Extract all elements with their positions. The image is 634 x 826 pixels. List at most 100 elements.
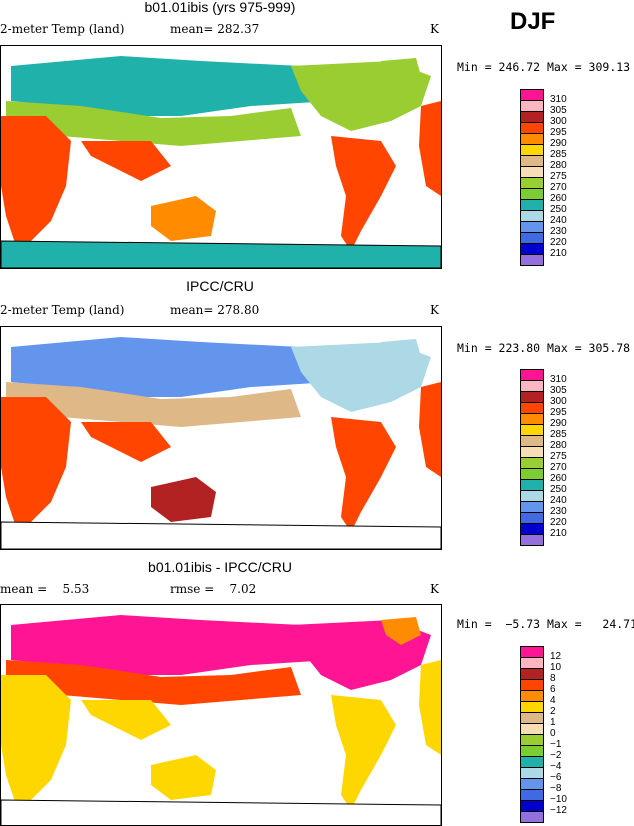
legend-label: 250 [550,204,567,215]
legend-label: 240 [550,215,567,226]
map-land-region [1,521,441,549]
map-land-region [1,397,71,527]
legend-label: −2 [550,750,562,761]
legend-label: 8 [550,673,556,684]
map-land-region [6,660,301,705]
map-land-region [151,755,216,800]
legend-label: 275 [550,451,567,462]
map-land-region [1,240,441,268]
legend-swatch [520,534,544,546]
legend-label: 6 [550,684,556,695]
legend-label: 300 [550,116,567,127]
panel1-title: b01.01ibis (yrs 975-999) [144,0,296,15]
panel3-rmse: rmse = 7.02 [170,582,257,596]
panel1-map-canvas [1,56,441,268]
legend-label: 240 [550,495,567,506]
map-land-region [1,675,71,805]
panel3-minmax: Min = −5.73 Max = 24.71 [457,617,634,631]
map-land-region [331,695,396,810]
legend-swatch [520,811,544,823]
legend-label: −4 [550,761,562,772]
legend-label: 270 [550,182,567,193]
legend-label: −6 [550,772,562,783]
map-land-region [381,617,421,645]
legend-label: 275 [550,171,567,182]
legend-label: −1 [550,739,562,750]
panel2-variable-label: 2-meter Temp (land) [0,303,125,317]
legend-label: 2 [550,706,556,717]
map-land-region [1,799,441,825]
map-land-region [6,382,301,427]
legend-label: 305 [550,385,567,396]
panel2-legend: 310 305 300 295 290 285 280 275 270 260 250 240 230 2… [520,369,630,546]
map-land-region [1,116,71,246]
legend-label: 310 [550,374,567,385]
map-land-region [81,422,171,462]
panel3-map-canvas [1,615,441,825]
legend-label: 230 [550,506,567,517]
legend-label: 4 [550,695,556,706]
map-land-region [331,417,396,532]
map-land-region [11,337,351,397]
panel2-title: IPCC/CRU [186,278,254,294]
legend-label: −12 [550,805,567,816]
panel2-map [0,326,442,550]
legend-label: 0 [550,728,556,739]
map-land-region [151,477,216,522]
panel1-mean: mean= 282.37 [170,22,260,36]
legend-label: 10 [550,662,562,673]
legend-label: 300 [550,396,567,407]
panel1-minmax: Min = 246.72 Max = 309.13 [457,60,631,74]
panel2-units: K [430,303,439,317]
panel2-mean: mean= 278.80 [170,303,260,317]
legend-label: 260 [550,473,567,484]
legend-swatch [520,254,544,266]
legend-label: 12 [550,651,562,662]
map-land-region [381,339,421,367]
panel3-title: b01.01ibis - IPCC/CRU [148,559,292,575]
panel3-units: K [430,582,439,596]
legend-label: 210 [550,248,567,259]
panel2-minmax: Min = 223.80 Max = 305.78 [457,341,631,355]
map-land-region [151,196,216,241]
panel1-units: K [430,22,439,36]
map-land-region [11,56,351,116]
legend-label: 250 [550,484,567,495]
legend-label: 285 [550,149,567,160]
map-land-region [6,101,301,146]
legend-label: 220 [550,517,567,528]
season-label: DJF [510,8,556,35]
map-land-region [419,660,441,755]
legend-label: 220 [550,237,567,248]
legend-label: 230 [550,226,567,237]
legend-label: 280 [550,440,567,451]
legend-label: −10 [550,794,567,805]
map-land-region [81,700,171,740]
legend-label: 260 [550,193,567,204]
panel3-legend: 12 10 8 6 4 2 1 0 −1 −2 −4 −6 −8 −10 −12 [520,646,630,823]
panel1-map [0,45,442,269]
panel1-variable-label: 2-meter Temp (land) [0,22,125,36]
legend-label: 310 [550,94,567,105]
legend-label: 290 [550,138,567,149]
legend-label: 290 [550,418,567,429]
legend-label: 270 [550,462,567,473]
legend-label: 1 [550,717,556,728]
map-land-region [11,615,351,675]
map-land-region [381,58,421,86]
legend-label: 305 [550,105,567,116]
legend-label: 295 [550,127,567,138]
map-land-region [419,101,441,196]
legend-label: 285 [550,429,567,440]
panel2-map-canvas [1,337,441,549]
legend-label: 295 [550,407,567,418]
legend-label: 210 [550,528,567,539]
panel3-mean: mean = 5.53 [0,582,90,596]
panel3-map [0,604,442,826]
panel1-legend: 310 305 300 295 290 285 280 275 270 260 250 240 230 2… [520,89,630,266]
legend-label: −8 [550,783,562,794]
map-land-region [419,382,441,477]
map-land-region [331,136,396,251]
legend-label: 280 [550,160,567,171]
map-land-region [81,141,171,181]
